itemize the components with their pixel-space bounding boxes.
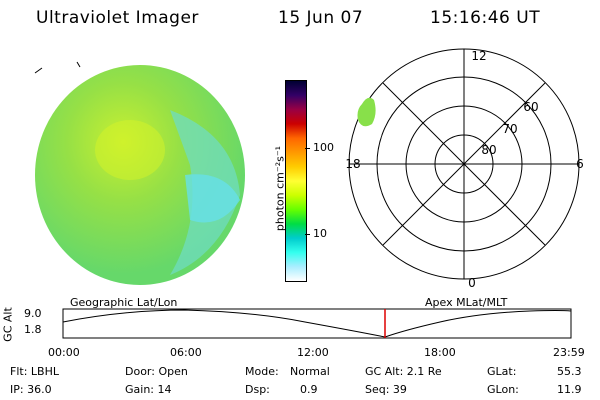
mlt-label-6: 6 [576, 157, 584, 171]
time-label: 15:16:46 UT [430, 8, 541, 28]
altitude-curve [62, 309, 572, 338]
mlt-label-0: 0 [468, 276, 476, 290]
mlt-label-18: 18 [345, 157, 360, 171]
bright-limb-region [185, 174, 240, 223]
bright-center-region [95, 120, 165, 180]
colorbar-gradient [286, 81, 306, 281]
timeline-left-label: Geographic Lat/Lon [70, 296, 178, 309]
altitude-timeline [62, 308, 572, 339]
app-title: Ultraviolet Imager [36, 8, 199, 28]
glat-value: 55.3 [557, 365, 582, 378]
mode-label: Mode: [245, 365, 279, 378]
mlt-label-12: 12 [471, 49, 486, 63]
gain-status: Gain: 14 [125, 383, 172, 396]
star-mark [76, 61, 81, 68]
glat-label: GLat: [487, 365, 517, 378]
colorbar-label: photon cm⁻²s⁻¹ [273, 145, 287, 232]
colorbar-tick [305, 234, 310, 235]
timeline-x-tick-1800: 18:00 [424, 346, 456, 359]
mlat-label-60: 60 [523, 100, 538, 114]
dsp-label: Dsp: [245, 383, 270, 396]
timeline-y-tick-max: 9.0 [24, 307, 42, 320]
timeline-x-tick-2359: 23:59 [553, 346, 585, 359]
colorbar [285, 80, 307, 282]
sequence-status: Seq: 39 [365, 383, 407, 396]
colorbar-tick-label-100: 100 [313, 141, 334, 154]
timeline-y-title: GC Alt [1, 307, 15, 342]
filter-status: Flt: LBHL [10, 365, 59, 378]
star-mark [34, 67, 43, 74]
timeline-x-tick-0000: 00:00 [48, 346, 80, 359]
timeline-y-tick-min: 1.8 [24, 323, 42, 336]
glon-value: 11.9 [557, 383, 582, 396]
auroral-patch [357, 97, 376, 127]
date-label: 15 Jun 07 [278, 8, 364, 28]
mlat-label-80: 80 [481, 143, 496, 157]
door-status: Door: Open [125, 365, 188, 378]
dsp-value: 0.9 [300, 383, 318, 396]
ip-status: IP: 36.0 [10, 383, 52, 396]
gc-alt-status: GC Alt: 2.1 Re [365, 365, 442, 378]
timeline-x-tick-0600: 06:00 [170, 346, 202, 359]
polar-grid: 12 18 6 0 80 70 60 [345, 48, 584, 290]
timeline-right-label: Apex MLat/MLT [425, 296, 508, 309]
timeline-x-tick-1200: 12:00 [297, 346, 329, 359]
mlat-label-70: 70 [502, 122, 517, 136]
colorbar-tick-label-10: 10 [313, 227, 327, 240]
mode-value: Normal [290, 365, 330, 378]
earth-image [34, 61, 245, 285]
glon-label: GLon: [487, 383, 519, 396]
colorbar-tick [305, 148, 310, 149]
